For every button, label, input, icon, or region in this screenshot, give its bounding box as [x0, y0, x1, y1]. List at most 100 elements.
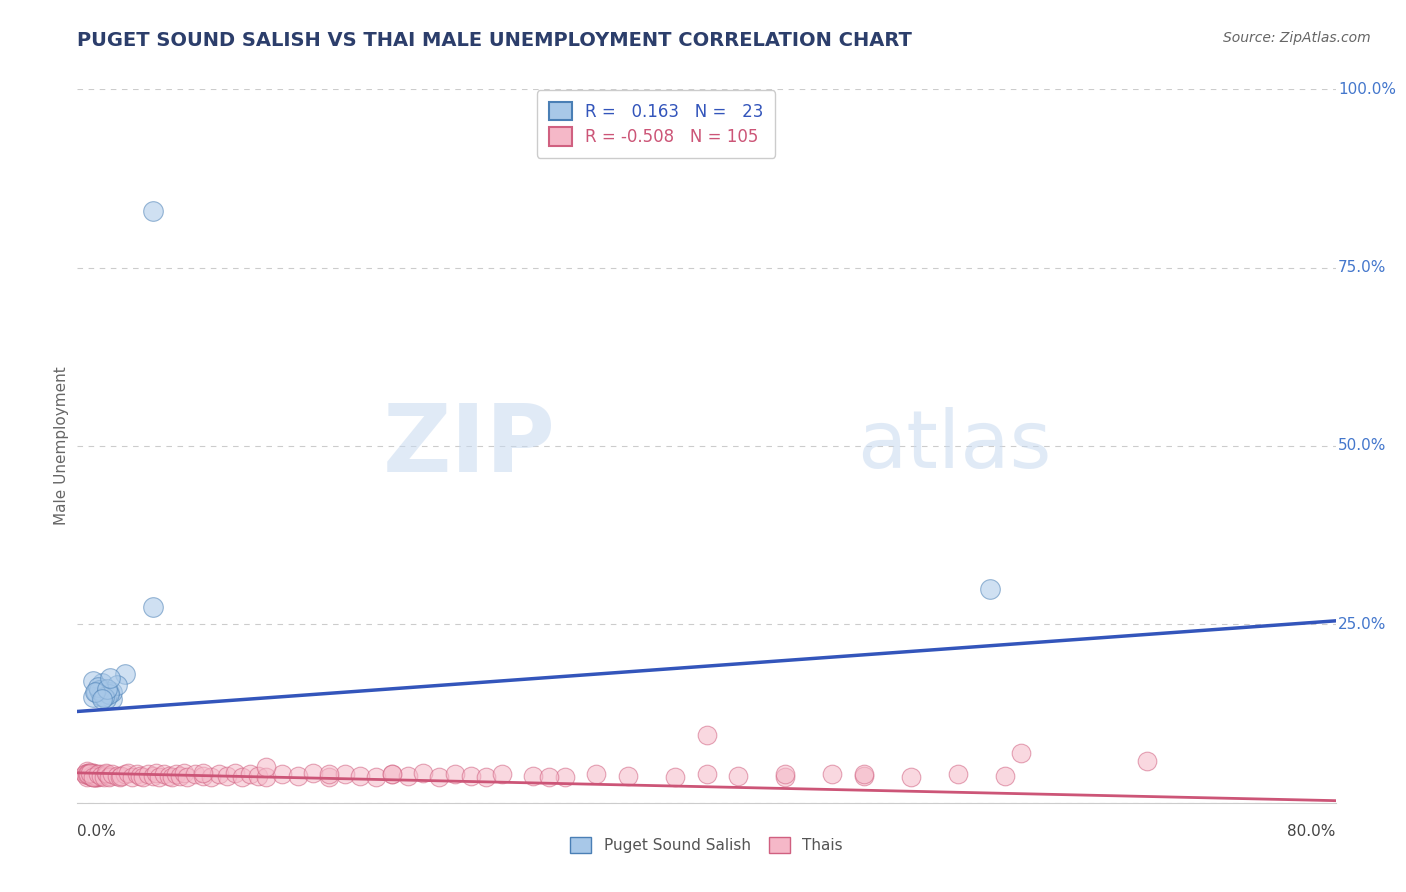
- Point: [366, 770, 388, 784]
- Point: [427, 770, 450, 784]
- Point: [136, 767, 159, 781]
- Point: [93, 770, 115, 784]
- Point: [77, 765, 100, 780]
- Point: [96, 767, 118, 781]
- Point: [84, 769, 107, 783]
- Point: [79, 765, 101, 780]
- Point: [87, 680, 110, 694]
- Point: [852, 767, 875, 781]
- Text: ZIP: ZIP: [382, 400, 555, 492]
- Point: [76, 770, 98, 784]
- Point: [76, 767, 98, 781]
- Point: [98, 671, 121, 685]
- Point: [91, 681, 114, 696]
- Point: [270, 767, 292, 781]
- Point: [617, 769, 640, 783]
- Point: [97, 685, 120, 699]
- Point: [91, 692, 114, 706]
- Text: 50.0%: 50.0%: [1339, 439, 1386, 453]
- Point: [773, 770, 796, 784]
- Point: [142, 599, 165, 614]
- Point: [664, 770, 686, 784]
- Point: [98, 769, 121, 783]
- Point: [773, 767, 796, 781]
- Point: [948, 767, 970, 781]
- Point: [87, 767, 110, 781]
- Point: [200, 770, 222, 784]
- Point: [165, 767, 187, 781]
- Point: [381, 767, 404, 781]
- Point: [318, 767, 340, 781]
- Point: [90, 767, 112, 781]
- Point: [224, 765, 246, 780]
- Point: [254, 770, 277, 784]
- Text: 75.0%: 75.0%: [1339, 260, 1386, 275]
- Point: [84, 685, 107, 699]
- Point: [176, 770, 198, 784]
- Point: [129, 769, 152, 783]
- Point: [80, 767, 103, 781]
- Point: [105, 678, 128, 692]
- Point: [83, 769, 105, 783]
- Text: 25.0%: 25.0%: [1339, 617, 1386, 632]
- Point: [318, 770, 340, 784]
- Point: [82, 765, 104, 780]
- Point: [84, 770, 107, 784]
- Point: [121, 770, 143, 784]
- Point: [142, 769, 165, 783]
- Point: [208, 767, 231, 781]
- Point: [1136, 755, 1159, 769]
- Point: [101, 692, 124, 706]
- Point: [1010, 746, 1032, 760]
- Point: [302, 765, 325, 780]
- Point: [333, 767, 356, 781]
- Point: [994, 769, 1017, 783]
- Point: [254, 760, 277, 774]
- Point: [82, 770, 104, 784]
- Point: [585, 767, 607, 781]
- Point: [153, 767, 176, 781]
- Text: 100.0%: 100.0%: [1339, 82, 1396, 96]
- Point: [101, 685, 124, 699]
- Point: [97, 687, 120, 701]
- Point: [821, 767, 844, 781]
- Point: [247, 769, 270, 783]
- Point: [239, 767, 262, 781]
- Point: [82, 770, 104, 784]
- Point: [287, 769, 309, 783]
- Point: [75, 767, 97, 781]
- Point: [108, 770, 131, 784]
- Point: [160, 770, 183, 784]
- Point: [90, 689, 112, 703]
- Point: [76, 764, 98, 779]
- Point: [215, 769, 238, 783]
- Point: [444, 767, 467, 781]
- Point: [145, 765, 167, 780]
- Point: [727, 769, 749, 783]
- Point: [114, 667, 136, 681]
- Point: [396, 769, 419, 783]
- Point: [79, 769, 101, 783]
- Point: [97, 770, 120, 784]
- Point: [191, 765, 215, 780]
- Point: [94, 692, 117, 706]
- Text: 80.0%: 80.0%: [1288, 824, 1336, 839]
- Point: [87, 769, 110, 783]
- Point: [191, 769, 215, 783]
- Text: atlas: atlas: [858, 407, 1052, 485]
- Point: [77, 765, 100, 780]
- Point: [979, 582, 1001, 596]
- Point: [412, 765, 434, 780]
- Point: [169, 769, 191, 783]
- Point: [142, 203, 165, 218]
- Point: [105, 769, 128, 783]
- Point: [554, 770, 576, 784]
- Point: [231, 770, 253, 784]
- Point: [79, 765, 101, 780]
- Point: [75, 767, 97, 781]
- Point: [132, 770, 155, 784]
- Point: [148, 770, 170, 784]
- Point: [87, 770, 110, 784]
- Point: [349, 769, 371, 783]
- Point: [381, 767, 404, 781]
